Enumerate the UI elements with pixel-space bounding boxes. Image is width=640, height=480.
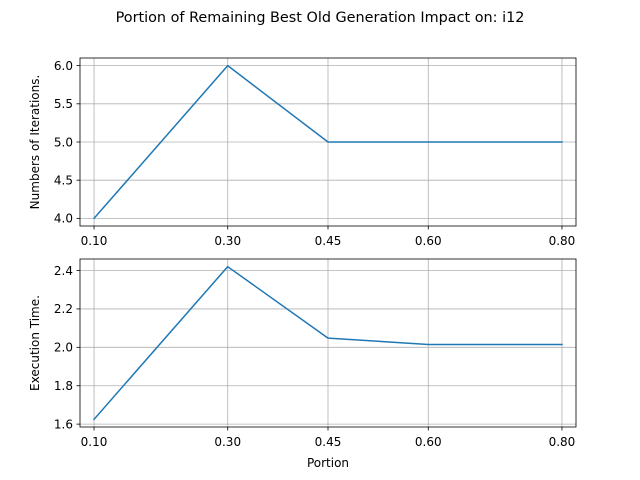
- figure-title: Portion of Remaining Best Old Generation…: [116, 10, 525, 26]
- x-tick-label: 0.10: [81, 234, 108, 248]
- x-tick-label: 0.60: [415, 435, 442, 449]
- y-tick-label: 2.2: [54, 302, 73, 316]
- x-tick-label: 0.10: [81, 435, 108, 449]
- y-tick-label: 4.5: [54, 173, 73, 187]
- y-tick-label: 2.0: [54, 341, 73, 355]
- y-tick-label: 4.0: [54, 212, 73, 226]
- y-tick-label: 5.0: [54, 135, 73, 149]
- y-tick-label: 1.6: [54, 417, 73, 431]
- x-tick-label: 0.45: [315, 435, 342, 449]
- y-axis-label: Numbers of Iterations.: [28, 75, 42, 210]
- y-tick-label: 2.4: [54, 264, 73, 278]
- x-tick-label: 0.80: [549, 435, 576, 449]
- series-line: [92, 265, 563, 421]
- y-tick-label: 1.8: [54, 379, 73, 393]
- x-tick-label: 0.80: [549, 234, 576, 248]
- grid: [80, 259, 576, 427]
- x-axis-label: Portion: [307, 456, 349, 470]
- x-tick-label: 0.30: [214, 234, 241, 248]
- execution-time-panel: 0.10 0.30 0.45 0.60 0.80 1.6 1.8 2.0 2.2 2.4 Execu…: [28, 258, 577, 470]
- x-tick-label: 0.60: [415, 234, 442, 248]
- x-tick-label: 0.30: [214, 435, 241, 449]
- y-tick-label: 6.0: [54, 59, 73, 73]
- series-line: [92, 64, 563, 220]
- iterations-panel: 0.10 0.30 0.45 0.60 0.80 4.0 4.5 5.0 5.5 6.0 Numbe…: [28, 57, 577, 248]
- y-tick-label: 5.5: [54, 97, 73, 111]
- x-tick-label: 0.45: [315, 234, 342, 248]
- y-axis-label: Execution Time.: [28, 295, 42, 391]
